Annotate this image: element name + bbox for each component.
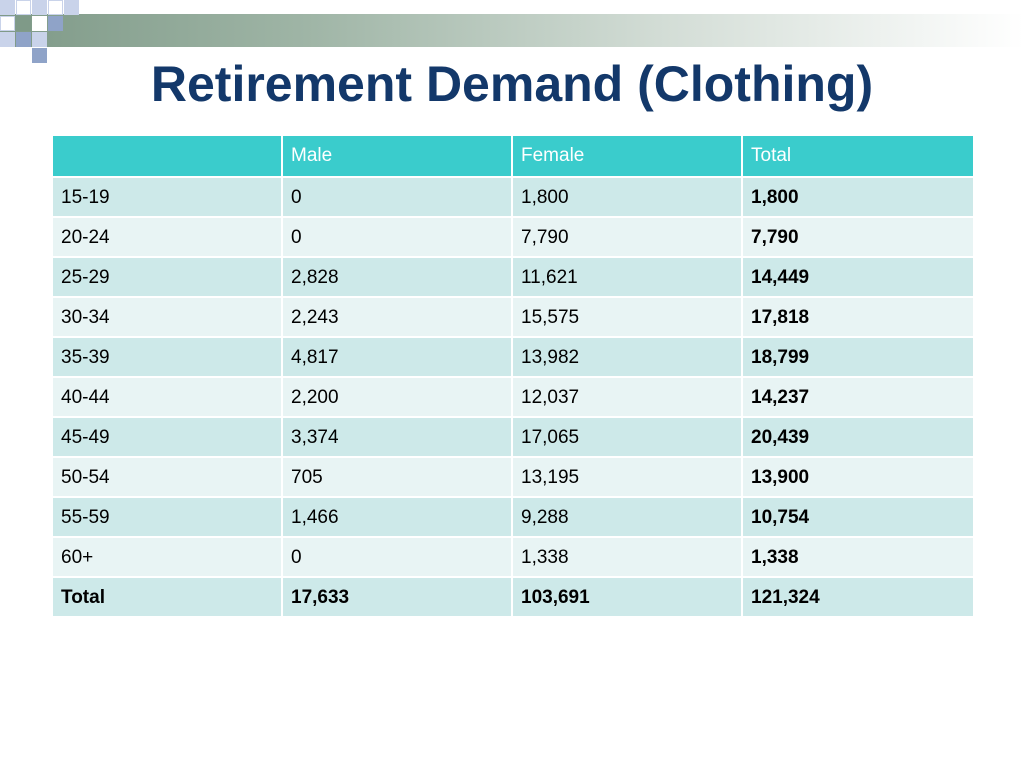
deco-square — [64, 0, 79, 15]
age-cell: 60+ — [51, 536, 283, 578]
total-label-cell: Total — [51, 576, 283, 618]
slide-title: Retirement Demand (Clothing) — [150, 56, 874, 112]
total-cell: 10,754 — [741, 496, 975, 538]
header-cell-female: Female — [511, 134, 743, 178]
table-total-row: Total 17,633 103,691 121,324 — [51, 576, 975, 618]
deco-square — [16, 16, 31, 31]
male-cell: 0 — [281, 176, 513, 218]
male-cell: 4,817 — [281, 336, 513, 378]
deco-square — [32, 32, 47, 47]
header-cell-total: Total — [741, 134, 975, 178]
age-cell: 40-44 — [51, 376, 283, 418]
female-cell: 9,288 — [511, 496, 743, 538]
total-cell: 20,439 — [741, 416, 975, 458]
age-cell: 55-59 — [51, 496, 283, 538]
deco-square — [0, 32, 15, 47]
deco-square — [16, 0, 31, 15]
total-cell: 14,449 — [741, 256, 975, 298]
header-gradient-bar — [0, 14, 1024, 47]
female-cell: 13,982 — [511, 336, 743, 378]
female-cell: 12,037 — [511, 376, 743, 418]
table-row: 50-54 705 13,195 13,900 — [51, 456, 975, 498]
male-cell: 1,466 — [281, 496, 513, 538]
demand-table-container: Male Female Total 15-19 0 1,800 1,800 20… — [51, 134, 975, 618]
deco-square — [16, 32, 31, 47]
age-cell: 15-19 — [51, 176, 283, 218]
male-cell: 3,374 — [281, 416, 513, 458]
deco-square — [48, 16, 63, 31]
deco-square — [48, 0, 63, 15]
female-cell: 15,575 — [511, 296, 743, 338]
age-cell: 30-34 — [51, 296, 283, 338]
table-row: 15-19 0 1,800 1,800 — [51, 176, 975, 218]
age-cell: 20-24 — [51, 216, 283, 258]
age-cell: 50-54 — [51, 456, 283, 498]
male-cell: 0 — [281, 536, 513, 578]
male-cell: 2,200 — [281, 376, 513, 418]
table-row: 60+ 0 1,338 1,338 — [51, 536, 975, 578]
demand-table: Male Female Total 15-19 0 1,800 1,800 20… — [51, 134, 975, 618]
female-cell: 11,621 — [511, 256, 743, 298]
header-cell-age — [51, 134, 283, 178]
female-cell: 13,195 — [511, 456, 743, 498]
table-row: 35-39 4,817 13,982 18,799 — [51, 336, 975, 378]
male-cell: 705 — [281, 456, 513, 498]
deco-square — [32, 48, 47, 63]
total-cell: 17,818 — [741, 296, 975, 338]
age-cell: 45-49 — [51, 416, 283, 458]
total-cell: 1,338 — [741, 536, 975, 578]
table-header-row: Male Female Total — [51, 134, 975, 178]
table-row: 25-29 2,828 11,621 14,449 — [51, 256, 975, 298]
table-row: 45-49 3,374 17,065 20,439 — [51, 416, 975, 458]
grand-total-cell: 121,324 — [741, 576, 975, 618]
total-male-cell: 17,633 — [281, 576, 513, 618]
table-row: 30-34 2,243 15,575 17,818 — [51, 296, 975, 338]
total-female-cell: 103,691 — [511, 576, 743, 618]
male-cell: 2,243 — [281, 296, 513, 338]
age-cell: 25-29 — [51, 256, 283, 298]
deco-square — [32, 16, 47, 31]
male-cell: 2,828 — [281, 256, 513, 298]
female-cell: 7,790 — [511, 216, 743, 258]
female-cell: 1,800 — [511, 176, 743, 218]
deco-square — [0, 0, 15, 15]
age-cell: 35-39 — [51, 336, 283, 378]
table-row: 40-44 2,200 12,037 14,237 — [51, 376, 975, 418]
total-cell: 18,799 — [741, 336, 975, 378]
female-cell: 17,065 — [511, 416, 743, 458]
deco-square — [0, 16, 15, 31]
deco-square — [32, 0, 47, 15]
female-cell: 1,338 — [511, 536, 743, 578]
total-cell: 13,900 — [741, 456, 975, 498]
table-row: 20-24 0 7,790 7,790 — [51, 216, 975, 258]
total-cell: 7,790 — [741, 216, 975, 258]
male-cell: 0 — [281, 216, 513, 258]
corner-decoration — [0, 0, 80, 64]
header-cell-male: Male — [281, 134, 513, 178]
total-cell: 1,800 — [741, 176, 975, 218]
total-cell: 14,237 — [741, 376, 975, 418]
table-row: 55-59 1,466 9,288 10,754 — [51, 496, 975, 538]
